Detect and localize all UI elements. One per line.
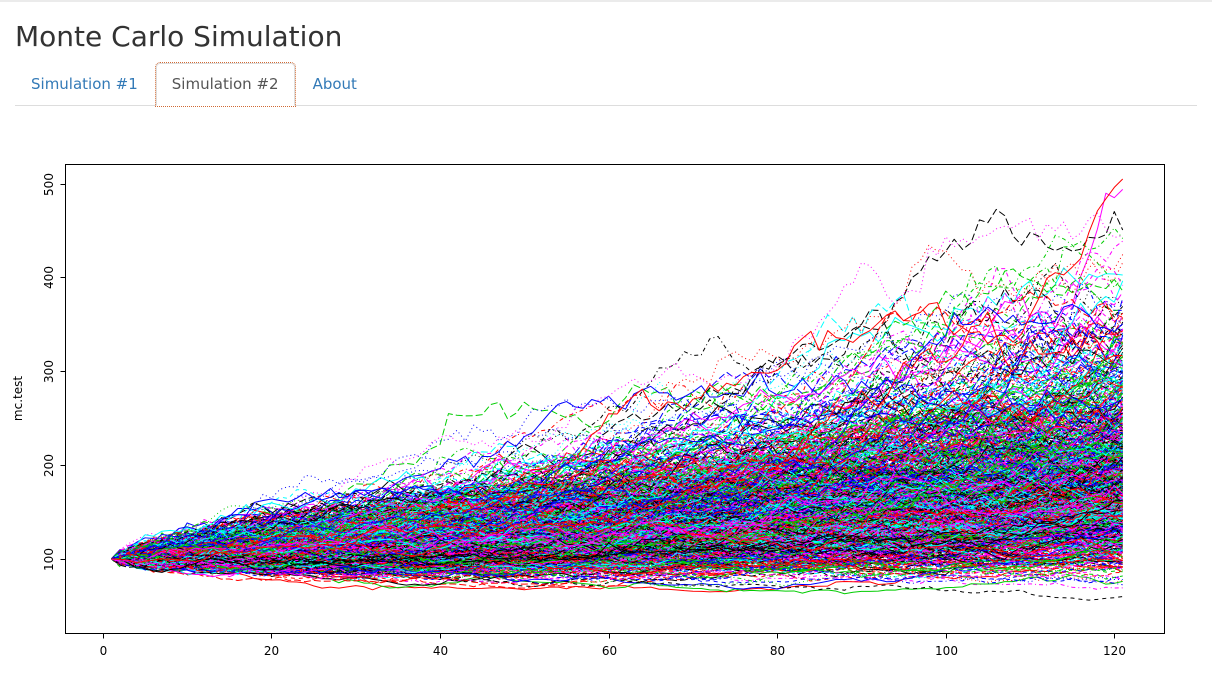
page-title: Monte Carlo Simulation — [15, 20, 343, 53]
tab-about[interactable]: About — [297, 63, 373, 106]
tab-about-label[interactable]: About — [312, 75, 357, 93]
monte-carlo-plot — [0, 106, 1212, 681]
top-border — [0, 0, 1212, 2]
tab-simulation-1-label[interactable]: Simulation #1 — [31, 75, 138, 93]
tab-simulation-1[interactable]: Simulation #1 — [15, 63, 154, 106]
tab-simulation-2[interactable]: Simulation #2 — [154, 61, 296, 108]
app-container: Monte Carlo Simulation Simulation #1 Sim… — [0, 20, 1212, 108]
tab-simulation-2-label[interactable]: Simulation #2 — [154, 61, 296, 108]
tabset: Simulation #1 Simulation #2 About — [15, 61, 1197, 108]
